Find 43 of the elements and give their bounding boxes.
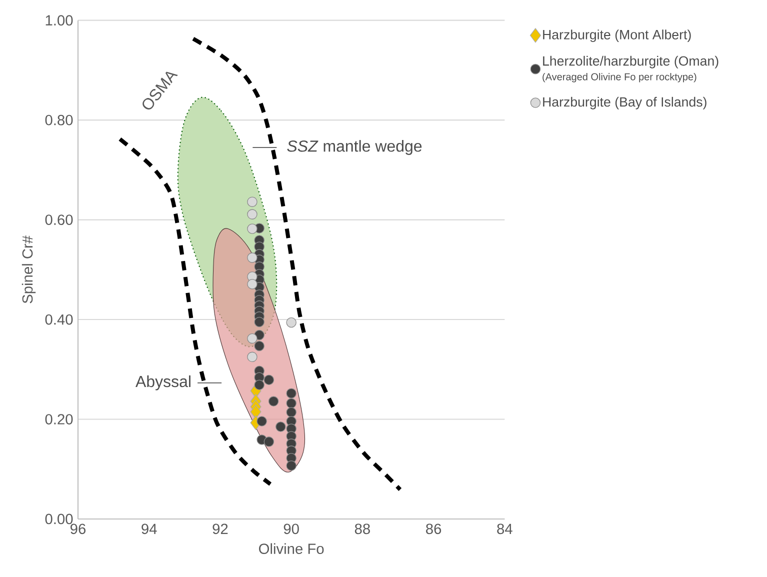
point (254, 316, 264, 328)
point (247, 196, 258, 207)
legend-label: Harzburgite (Mont Albert) (543, 30, 691, 42)
point (247, 333, 258, 344)
legend-label: Lherzolite/harzburgite (Oman) (543, 56, 718, 68)
point (254, 380, 264, 390)
y-tick-label: 0.60 (45, 214, 73, 225)
point (250, 404, 262, 420)
y-tick-label: 0.40 (45, 314, 73, 325)
annotation: Abyssal (136, 375, 190, 390)
point (254, 340, 264, 352)
point (264, 374, 274, 385)
y-tick-label: 0.00 (45, 514, 73, 524)
point (286, 460, 296, 471)
x-tick-label: 90 (284, 524, 299, 534)
point (276, 422, 286, 432)
x-tick-label: 84 (497, 524, 512, 534)
point (247, 224, 258, 234)
line-series (118, 137, 272, 486)
point (286, 398, 296, 408)
x-tick-label: 96 (70, 524, 86, 534)
point (286, 407, 296, 418)
legend-label: Harzburgite (Bay of Islands) (543, 96, 706, 110)
x-axis-title: Olivine Fo (259, 543, 324, 554)
point (264, 436, 274, 447)
point (256, 416, 267, 426)
y-tick-label: 1.00 (46, 15, 73, 26)
y-tick-label: 0.80 (45, 114, 73, 126)
annotation: SSZ mantle wedge (287, 140, 422, 155)
x-tick-label: 94 (142, 524, 157, 534)
point (247, 352, 258, 362)
x-tick-label: 88 (354, 524, 370, 534)
point (286, 388, 296, 398)
point (247, 252, 258, 263)
y-tick-label: 0.20 (45, 414, 73, 424)
x-tick-label: 86 (426, 524, 442, 534)
text: (Averaged Olivine Fo per rocktype) (542, 72, 696, 82)
point (247, 278, 258, 290)
point (286, 317, 296, 328)
x-tick-label: 92 (212, 524, 228, 534)
point (268, 396, 279, 406)
point (247, 209, 258, 220)
y-axis-title: Spinel Cr# (22, 236, 36, 304)
